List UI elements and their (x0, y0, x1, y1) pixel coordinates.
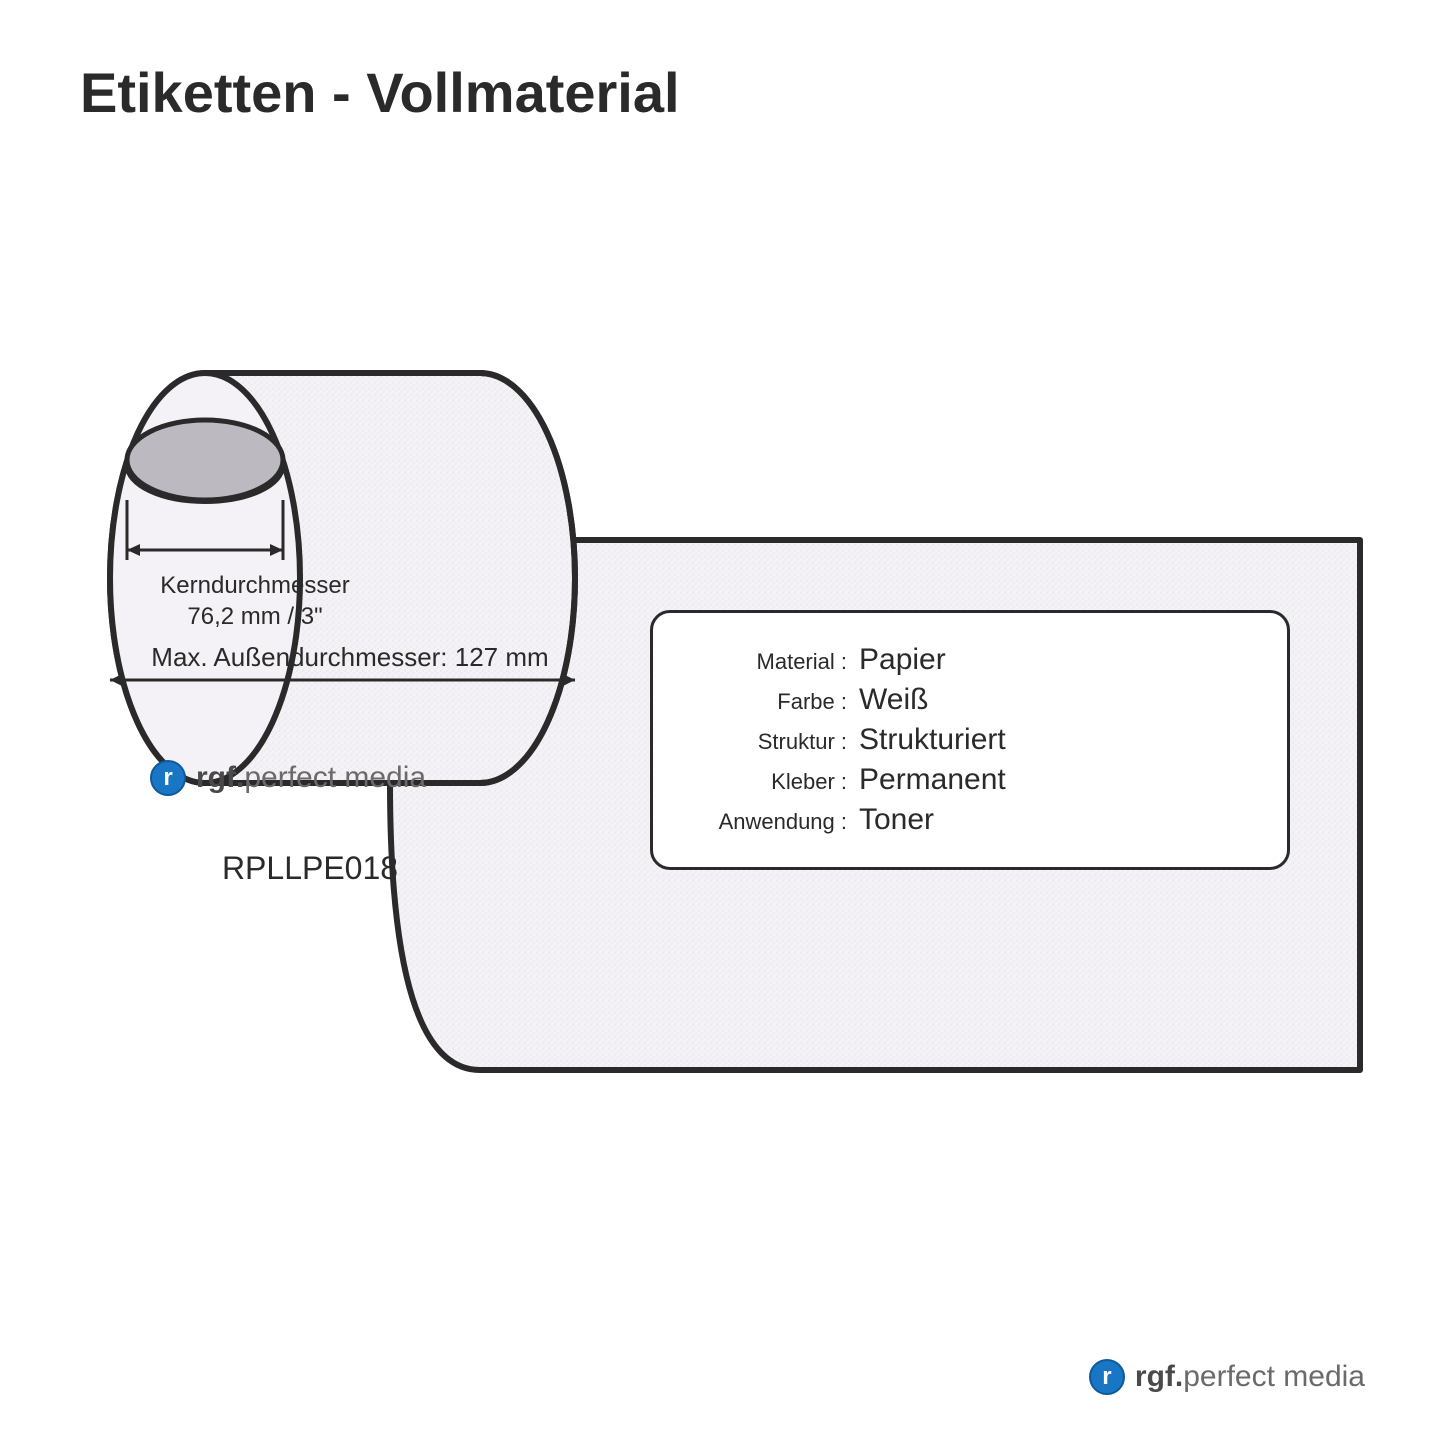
label-roll-diagram: Kerndurchmesser 76,2 mm / 3" Max. Außend… (80, 370, 1370, 1090)
brand-footer: r rgf.perfect media (1089, 1359, 1365, 1395)
spec-key-anwendung: Anwendung : (685, 809, 855, 835)
core-diameter-label: Kerndurchmesser 76,2 mm / 3" (125, 570, 385, 632)
spec-row: Material : Papier (685, 643, 1255, 677)
spec-row: Anwendung : Toner (685, 803, 1255, 837)
brand-bold: rgf. (196, 761, 244, 794)
spec-val-material: Papier (855, 643, 946, 677)
core-diameter-text1: Kerndurchmesser (125, 570, 385, 601)
outer-diameter-label: Max. Außendurchmesser: 127 mm (120, 642, 580, 673)
spec-box: Material : Papier Farbe : Weiß Struktur … (650, 610, 1290, 870)
spec-key-struktur: Struktur : (685, 729, 855, 755)
spec-row: Farbe : Weiß (685, 683, 1255, 717)
brand-text: rgf.perfect media (1135, 1360, 1365, 1394)
spec-key-kleber: Kleber : (685, 769, 855, 795)
core-diameter-text2: 76,2 mm / 3" (125, 601, 385, 632)
brand-on-roll: r rgf.perfect media (150, 760, 426, 796)
spec-key-material: Material : (685, 649, 855, 675)
page-title: Etiketten - Vollmaterial (80, 60, 680, 125)
spec-row: Struktur : Strukturiert (685, 723, 1255, 757)
brand-icon: r (1089, 1359, 1125, 1395)
spec-row: Kleber : Permanent (685, 763, 1255, 797)
brand-bold: rgf. (1135, 1360, 1183, 1393)
spec-key-farbe: Farbe : (685, 689, 855, 715)
brand-light: perfect media (1183, 1360, 1365, 1393)
arrow-outer-left (110, 673, 124, 687)
spec-val-farbe: Weiß (855, 683, 928, 717)
brand-text: rgf.perfect media (196, 761, 426, 795)
product-code: RPLLPE018 (200, 850, 420, 887)
spec-val-anwendung: Toner (855, 803, 934, 837)
spec-val-struktur: Strukturiert (855, 723, 1006, 757)
spec-val-kleber: Permanent (855, 763, 1006, 797)
brand-icon: r (150, 760, 186, 796)
brand-light: perfect media (244, 761, 426, 794)
